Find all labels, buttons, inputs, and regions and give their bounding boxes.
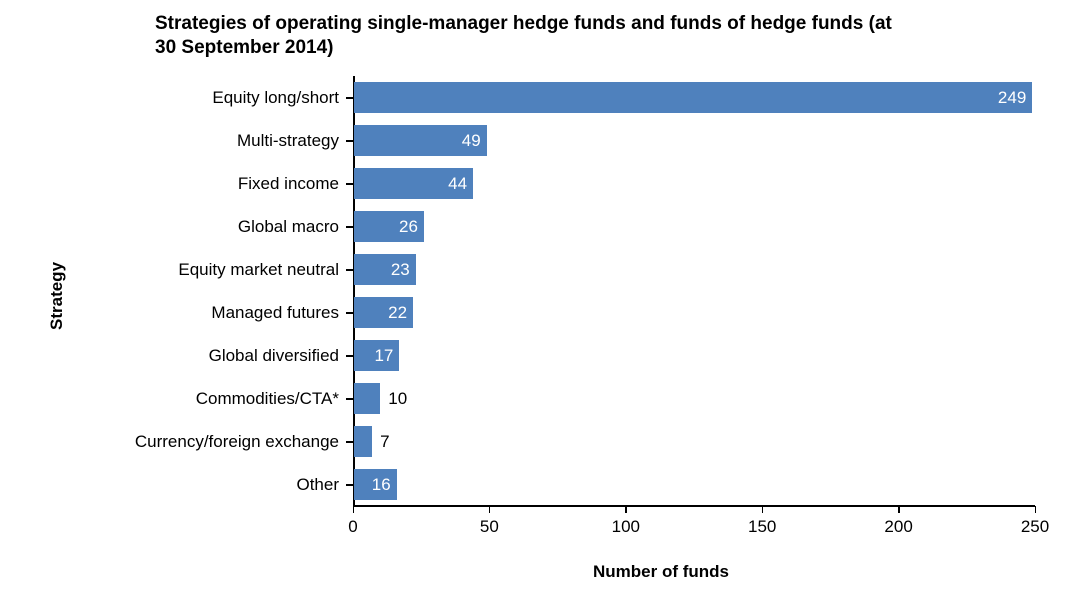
x-tick-label: 150 [748, 517, 776, 537]
bar [354, 426, 372, 457]
category-label: Commodities/CTA* [196, 389, 339, 409]
bar [354, 82, 1032, 113]
bar-value-label: 249 [998, 88, 1026, 108]
y-tick [346, 97, 353, 99]
bar-value-label: 16 [372, 475, 391, 495]
x-tick-label: 100 [612, 517, 640, 537]
chart-title-line2: 30 September 2014) [155, 37, 334, 58]
chart-title: Strategies of operating single-manager h… [155, 12, 965, 60]
bar-value-label: 17 [374, 346, 393, 366]
y-axis-title: Strategy [47, 262, 67, 330]
bar-value-label: 23 [391, 260, 410, 280]
bar [354, 383, 380, 414]
hedge-fund-strategies-chart: Strategies of operating single-manager h… [0, 0, 1073, 615]
x-tick [762, 506, 764, 513]
bar-value-label: 7 [380, 432, 389, 452]
bar-value-label: 49 [462, 131, 481, 151]
category-label: Equity market neutral [178, 260, 339, 280]
bar-value-label: 44 [448, 174, 467, 194]
y-tick [346, 484, 353, 486]
category-label: Global diversified [209, 346, 339, 366]
y-tick [346, 269, 353, 271]
plot-area: 05010015020025024949442623221710716 [353, 76, 1035, 506]
category-label: Other [296, 475, 339, 495]
x-tick [353, 506, 355, 513]
bar-value-label: 26 [399, 217, 418, 237]
category-label: Fixed income [238, 174, 339, 194]
x-axis-title: Number of funds [593, 562, 729, 582]
x-axis-line [353, 505, 1035, 507]
category-label: Global macro [238, 217, 339, 237]
category-label: Managed futures [211, 303, 339, 323]
category-label: Multi-strategy [237, 131, 339, 151]
x-tick-label: 200 [884, 517, 912, 537]
y-tick [346, 226, 353, 228]
x-tick-label: 0 [348, 517, 357, 537]
x-tick [489, 506, 491, 513]
y-tick [346, 355, 353, 357]
bar-value-label: 22 [388, 303, 407, 323]
y-tick [346, 312, 353, 314]
bar-value-label: 10 [388, 389, 407, 409]
y-tick [346, 398, 353, 400]
x-tick-label: 50 [480, 517, 499, 537]
x-tick [1035, 506, 1037, 513]
x-tick [625, 506, 627, 513]
x-tick [898, 506, 900, 513]
y-tick [346, 183, 353, 185]
y-tick [346, 140, 353, 142]
category-label: Currency/foreign exchange [135, 432, 339, 452]
y-tick [346, 441, 353, 443]
chart-title-line1: Strategies of operating single-manager h… [155, 13, 892, 34]
category-label: Equity long/short [212, 88, 339, 108]
x-tick-label: 250 [1021, 517, 1049, 537]
